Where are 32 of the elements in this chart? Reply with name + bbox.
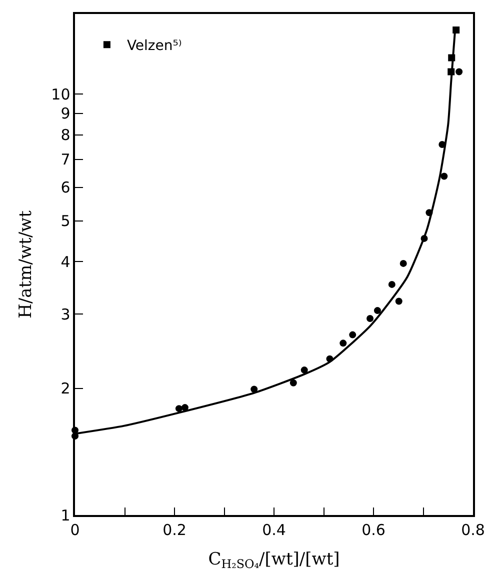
point bbox=[374, 307, 381, 314]
x-axis-title: C$_{H₂SO₄}$/[wt]/[wt] bbox=[208, 550, 340, 572]
y-tick-label: 4 bbox=[60, 252, 70, 271]
point bbox=[340, 340, 347, 347]
legend-label: Velzen⁵⁾ bbox=[126, 38, 182, 54]
point bbox=[395, 298, 402, 305]
point bbox=[250, 386, 258, 393]
point bbox=[366, 315, 374, 322]
x-tick-label: 0.2 bbox=[162, 520, 186, 539]
y-tick-label: 2 bbox=[60, 380, 70, 398]
y-tick-label: 6 bbox=[60, 178, 70, 197]
y-axis-title: H/atm/wt/wt bbox=[16, 210, 36, 318]
y-tick-label: 1 bbox=[60, 506, 70, 524]
y-tick-label: 9 bbox=[60, 104, 70, 123]
point bbox=[456, 68, 463, 76]
x-tick-label: 0.4 bbox=[262, 520, 286, 539]
y-tick-label: 10 bbox=[51, 85, 70, 104]
y-tick-label: 5 bbox=[60, 212, 70, 230]
x-tick-label: 0.6 bbox=[362, 520, 386, 539]
point bbox=[388, 280, 396, 288]
x-tick-label: 0.8 bbox=[461, 520, 485, 539]
y-tick-label: 8 bbox=[60, 126, 70, 144]
point bbox=[300, 366, 308, 374]
point bbox=[400, 260, 407, 267]
point bbox=[290, 379, 297, 386]
y-tick-label: 3 bbox=[60, 305, 70, 324]
point bbox=[349, 331, 356, 338]
point bbox=[181, 404, 188, 412]
y-tick-label: 7 bbox=[60, 150, 70, 169]
x-tick-label: 0 bbox=[70, 520, 80, 539]
point bbox=[440, 172, 448, 180]
point bbox=[175, 405, 182, 412]
